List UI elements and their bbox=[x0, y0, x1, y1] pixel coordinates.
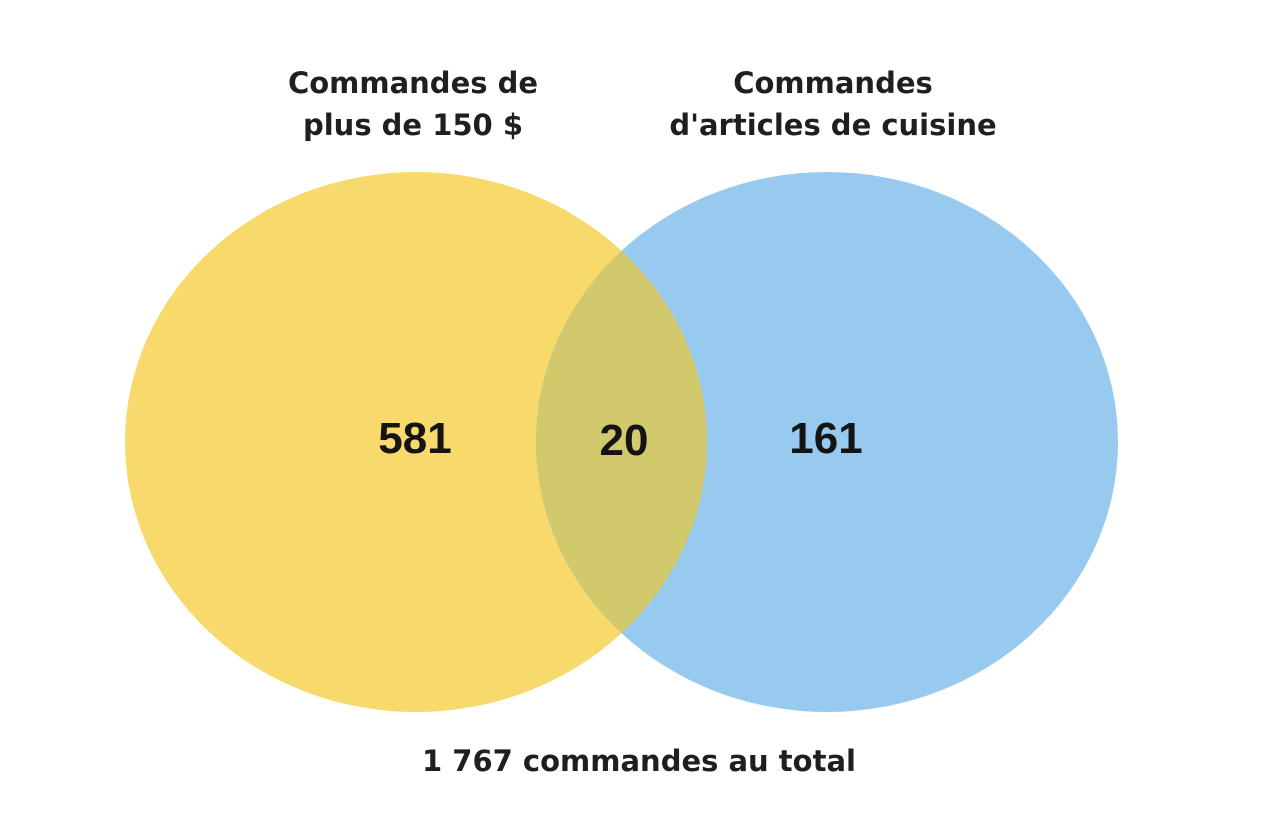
set-b-only-count: 161 bbox=[789, 414, 863, 463]
set-a-only-count: 581 bbox=[378, 414, 452, 463]
set-b-title-line1: Commandes bbox=[733, 66, 933, 100]
intersection-count: 20 bbox=[599, 416, 649, 465]
set-a-title: Commandes de plus de 150 $ bbox=[213, 62, 613, 146]
total-orders-label: 1 767 commandes au total bbox=[422, 744, 856, 778]
set-a-title-line2: plus de 150 $ bbox=[302, 108, 524, 142]
circle-kitchen-orders bbox=[536, 172, 1118, 712]
set-a-title-line1: Commandes de bbox=[287, 66, 539, 100]
circle-orders-over-150 bbox=[125, 172, 707, 712]
set-b-title-line2: d'articles de cuisine bbox=[669, 108, 997, 142]
set-b-title: Commandes d'articles de cuisine bbox=[633, 62, 1033, 146]
